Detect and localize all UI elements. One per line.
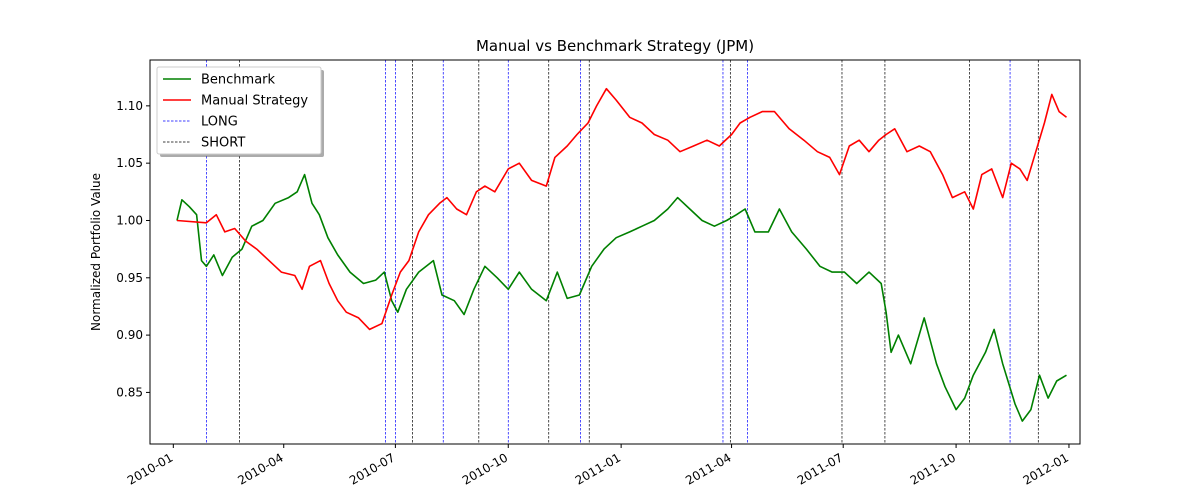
benchmark-line (176, 173, 1067, 422)
y-tick-label: 1.05 (116, 156, 143, 170)
legend-label: Manual Strategy (201, 94, 308, 109)
legend-label: Benchmark (201, 73, 276, 88)
y-tick-label: 0.95 (116, 271, 143, 285)
y-axis: 0.85 0.90 0.95 1.00 1.05 1.10 (116, 99, 150, 399)
y-tick-label: 0.85 (116, 385, 143, 399)
series-lines (176, 87, 1067, 422)
legend: Benchmark Manual Strategy LONG SHORT (156, 66, 324, 157)
plot-frame (149, 59, 1081, 445)
legend-label: SHORT (201, 136, 245, 151)
legend-label: LONG (201, 115, 238, 130)
legend-box (156, 66, 322, 155)
y-tick-label: 1.10 (116, 99, 143, 113)
y-tick-label: 0.90 (116, 328, 143, 342)
y-axis-label: Normalized Portfolio Value (89, 173, 103, 331)
y-tick-label: 1.00 (116, 213, 143, 227)
manual-strategy-line (176, 87, 1067, 331)
chart-title: Manual vs Benchmark Strategy (JPM) (476, 37, 754, 55)
